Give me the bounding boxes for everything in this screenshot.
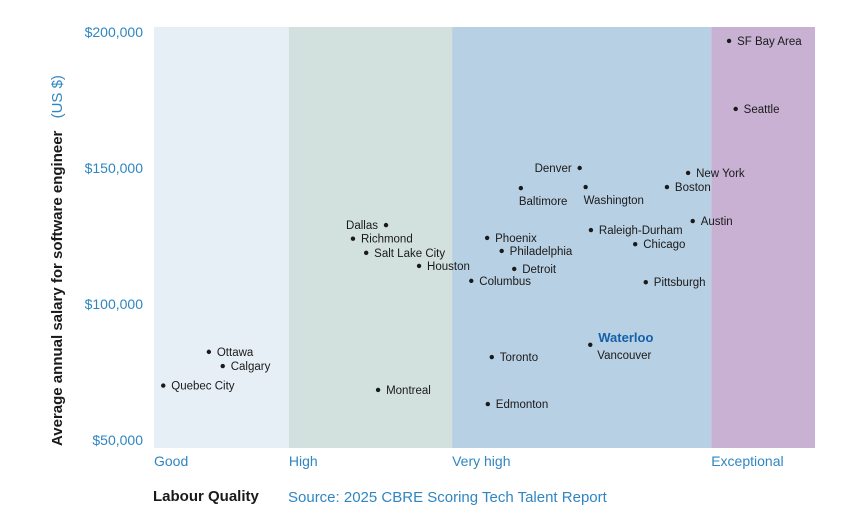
point-washington: [583, 184, 588, 190]
band-exceptional: [711, 27, 815, 448]
point-calgary: [220, 363, 225, 369]
label-austin: Austin: [701, 216, 733, 228]
band-good: [154, 27, 289, 448]
label-raleigh-durham: Raleigh-Durham: [599, 225, 683, 237]
label-detroit: Detroit: [522, 264, 557, 276]
label-chicago: Chicago: [643, 239, 685, 251]
label-waterloo: Waterloo: [598, 330, 653, 345]
x-axis-label: Labour Quality: [153, 488, 259, 505]
y-axis-label-text: Average annual salary for software engin…: [49, 130, 66, 446]
y-axis-ticks: $200,000 $150,000 $100,000 $50,000: [85, 24, 144, 448]
band-high: [288, 27, 453, 448]
x-tick-very-high: Very high: [452, 453, 510, 469]
point-columbus: [469, 278, 474, 284]
label-montreal: Montreal: [386, 385, 431, 397]
y-axis-label: Average annual salary for software engin…: [49, 75, 66, 446]
data-points: SF Bay Area Seattle New York Boston Denver Ba…: [161, 36, 802, 411]
label-ottawa: Ottawa: [217, 347, 254, 359]
point-raleigh-durham: [588, 227, 594, 233]
point-ottawa: [206, 349, 212, 355]
x-tick-good: Good: [154, 453, 188, 469]
label-new-york: New York: [696, 168, 745, 180]
label-baltimore: Baltimore: [519, 196, 568, 208]
point-quebec-city: [161, 383, 166, 388]
label-salt-lake-city: Salt Lake City: [374, 248, 445, 260]
source-note: Source: 2025 CBRE Scoring Tech Talent Re…: [288, 489, 607, 506]
label-boston: Boston: [675, 182, 711, 194]
x-tick-exceptional: Exceptional: [711, 453, 783, 469]
y-tick-150: $150,000: [85, 160, 144, 176]
label-dallas: Dallas: [346, 220, 378, 232]
label-edmonton: Edmonton: [496, 399, 548, 411]
point-denver: [577, 165, 582, 171]
label-denver: Denver: [535, 163, 572, 175]
x-axis-band-labels: Good High Very high Exceptional: [154, 453, 784, 469]
point-detroit: [512, 266, 517, 272]
point-baltimore: [518, 185, 524, 191]
point-waterloo: [588, 342, 593, 347]
point-seattle: [733, 106, 738, 112]
point-pittsburgh: [643, 280, 648, 285]
label-houston: Houston: [427, 261, 470, 273]
band-very-high: [452, 27, 712, 448]
point-philadelphia: [499, 248, 504, 254]
label-richmond: Richmond: [361, 234, 413, 246]
point-salt-lake-city: [363, 250, 369, 256]
labour-quality-bands: [154, 27, 815, 448]
y-axis-label-unit: (US $): [49, 75, 66, 118]
point-edmonton: [485, 401, 491, 407]
y-tick-200: $200,000: [85, 24, 144, 40]
x-tick-high: High: [289, 453, 318, 469]
label-toronto: Toronto: [500, 352, 538, 364]
label-sf-bay-area: SF Bay Area: [737, 36, 802, 48]
point-richmond: [350, 236, 356, 241]
point-sf-bay-area: [726, 38, 732, 44]
label-columbus: Columbus: [479, 276, 531, 288]
label-calgary: Calgary: [231, 361, 271, 373]
point-dallas: [383, 222, 389, 228]
point-chicago: [633, 241, 638, 247]
label-washington: Washington: [584, 195, 644, 207]
label-vancouver: Vancouver: [597, 350, 651, 362]
point-montreal: [375, 387, 381, 393]
point-phoenix: [484, 235, 490, 241]
label-philadelphia: Philadelphia: [510, 246, 573, 258]
point-houston: [416, 263, 422, 269]
label-pittsburgh: Pittsburgh: [654, 277, 706, 289]
y-tick-50: $50,000: [92, 432, 143, 448]
point-new-york: [685, 170, 691, 176]
label-seattle: Seattle: [744, 104, 780, 116]
point-austin: [690, 218, 695, 224]
point-toronto: [489, 354, 494, 360]
point-boston: [664, 184, 670, 190]
label-phoenix: Phoenix: [495, 233, 537, 245]
label-quebec-city: Quebec City: [171, 381, 235, 393]
y-tick-100: $100,000: [85, 296, 144, 312]
